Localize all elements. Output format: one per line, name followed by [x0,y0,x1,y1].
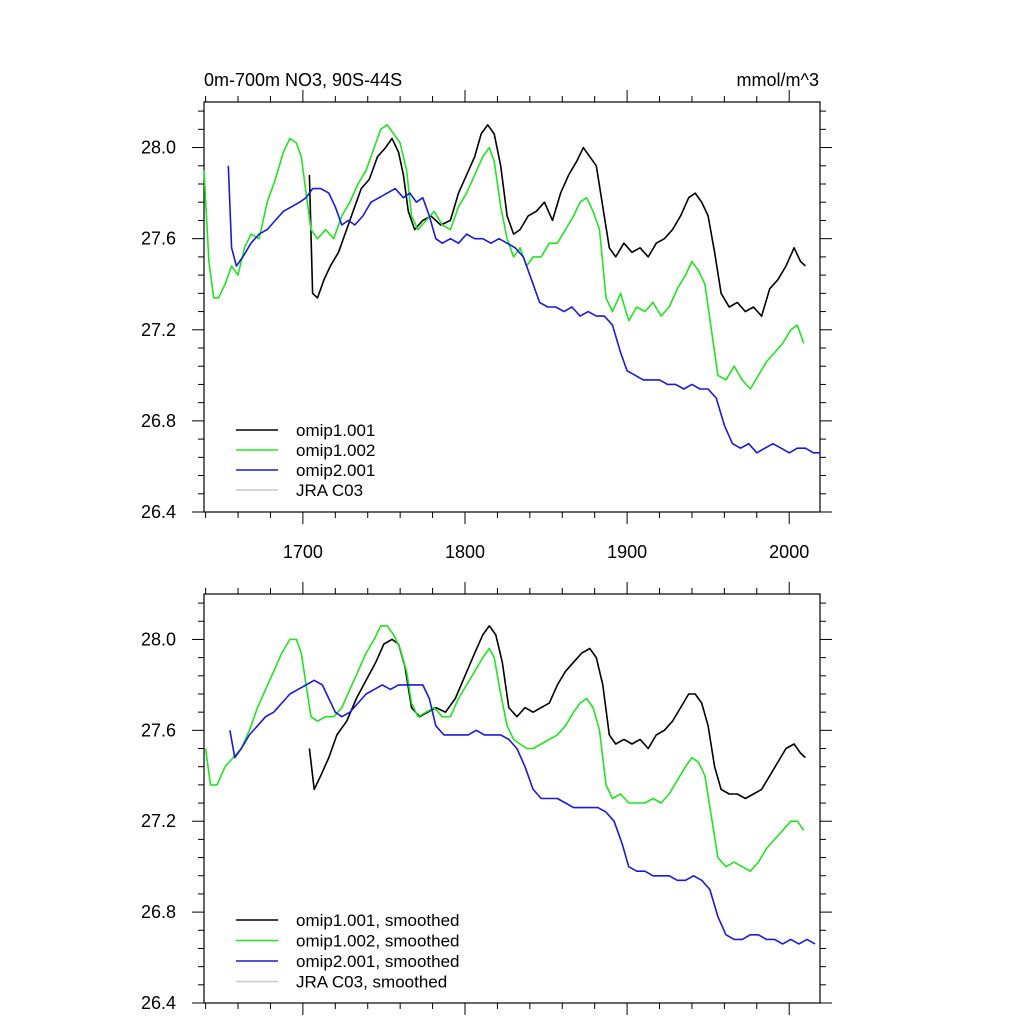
panel-2-ytick-label-28.0: 28.0 [141,629,176,649]
panel-1-legend-label-jra-c03: JRA C03 [296,481,363,500]
panel-2-legend-label-omip2-001-smoothed: omip2.001, smoothed [296,952,460,971]
panel-1-xtick-label-1700: 1700 [283,542,323,562]
panel-2-plot-frame [203,593,821,1004]
panel-2-legend-label-omip1-002-smoothed: omip1.002, smoothed [296,932,460,951]
panel-1-ytick-label-28.0: 28.0 [141,138,176,158]
panel-2-series-line-omip1-002-smoothed [204,624,805,873]
panel-2-ytick-label-26.4: 26.4 [141,993,176,1013]
panel-1-series-line-omip1-001 [308,124,806,317]
panel-1-series-line-omip1-002 [203,124,805,390]
panel-1-ytick-label-27.6: 27.6 [141,229,176,249]
panel-1-xtick-label-1800: 1800 [445,542,485,562]
panel-2-legend-label-jra-c03-smoothed: JRA C03, smoothed [296,973,447,992]
panel-1-legend-label-omip2-001: omip2.001 [296,461,375,480]
panel-1-xtick-label-1900: 1900 [607,542,647,562]
panel-1-legend-label-omip1-001: omip1.001 [296,421,375,440]
panel-1-series-line-omip2-001 [227,165,820,454]
panel-1-ytick-label-27.2: 27.2 [141,320,176,340]
panel-2-ytick-label-26.8: 26.8 [141,902,176,922]
panel-1-ytick-label-26.4: 26.4 [141,502,176,522]
panel-2-series-line-omip1-001-smoothed [308,624,806,800]
panel-1-title: 0m-700m NO3, 90S-44S [204,70,402,90]
panel-1-xtick-label-2000: 2000 [769,542,809,562]
panel-2-ytick-label-27.2: 27.2 [141,811,176,831]
panel-1-units: mmol/m^3 [737,70,819,90]
panel-2-ytick-label-27.6: 27.6 [141,720,176,740]
panel-2-legend-label-omip1-001-smoothed: omip1.001, smoothed [296,911,460,930]
panel-1-legend-label-omip1-002: omip1.002 [296,441,375,460]
panel-2-series-line-omip2-001-smoothed [229,679,816,945]
panel-1-ytick-label-26.8: 26.8 [141,411,176,431]
panel-1-plot-frame [203,101,821,513]
